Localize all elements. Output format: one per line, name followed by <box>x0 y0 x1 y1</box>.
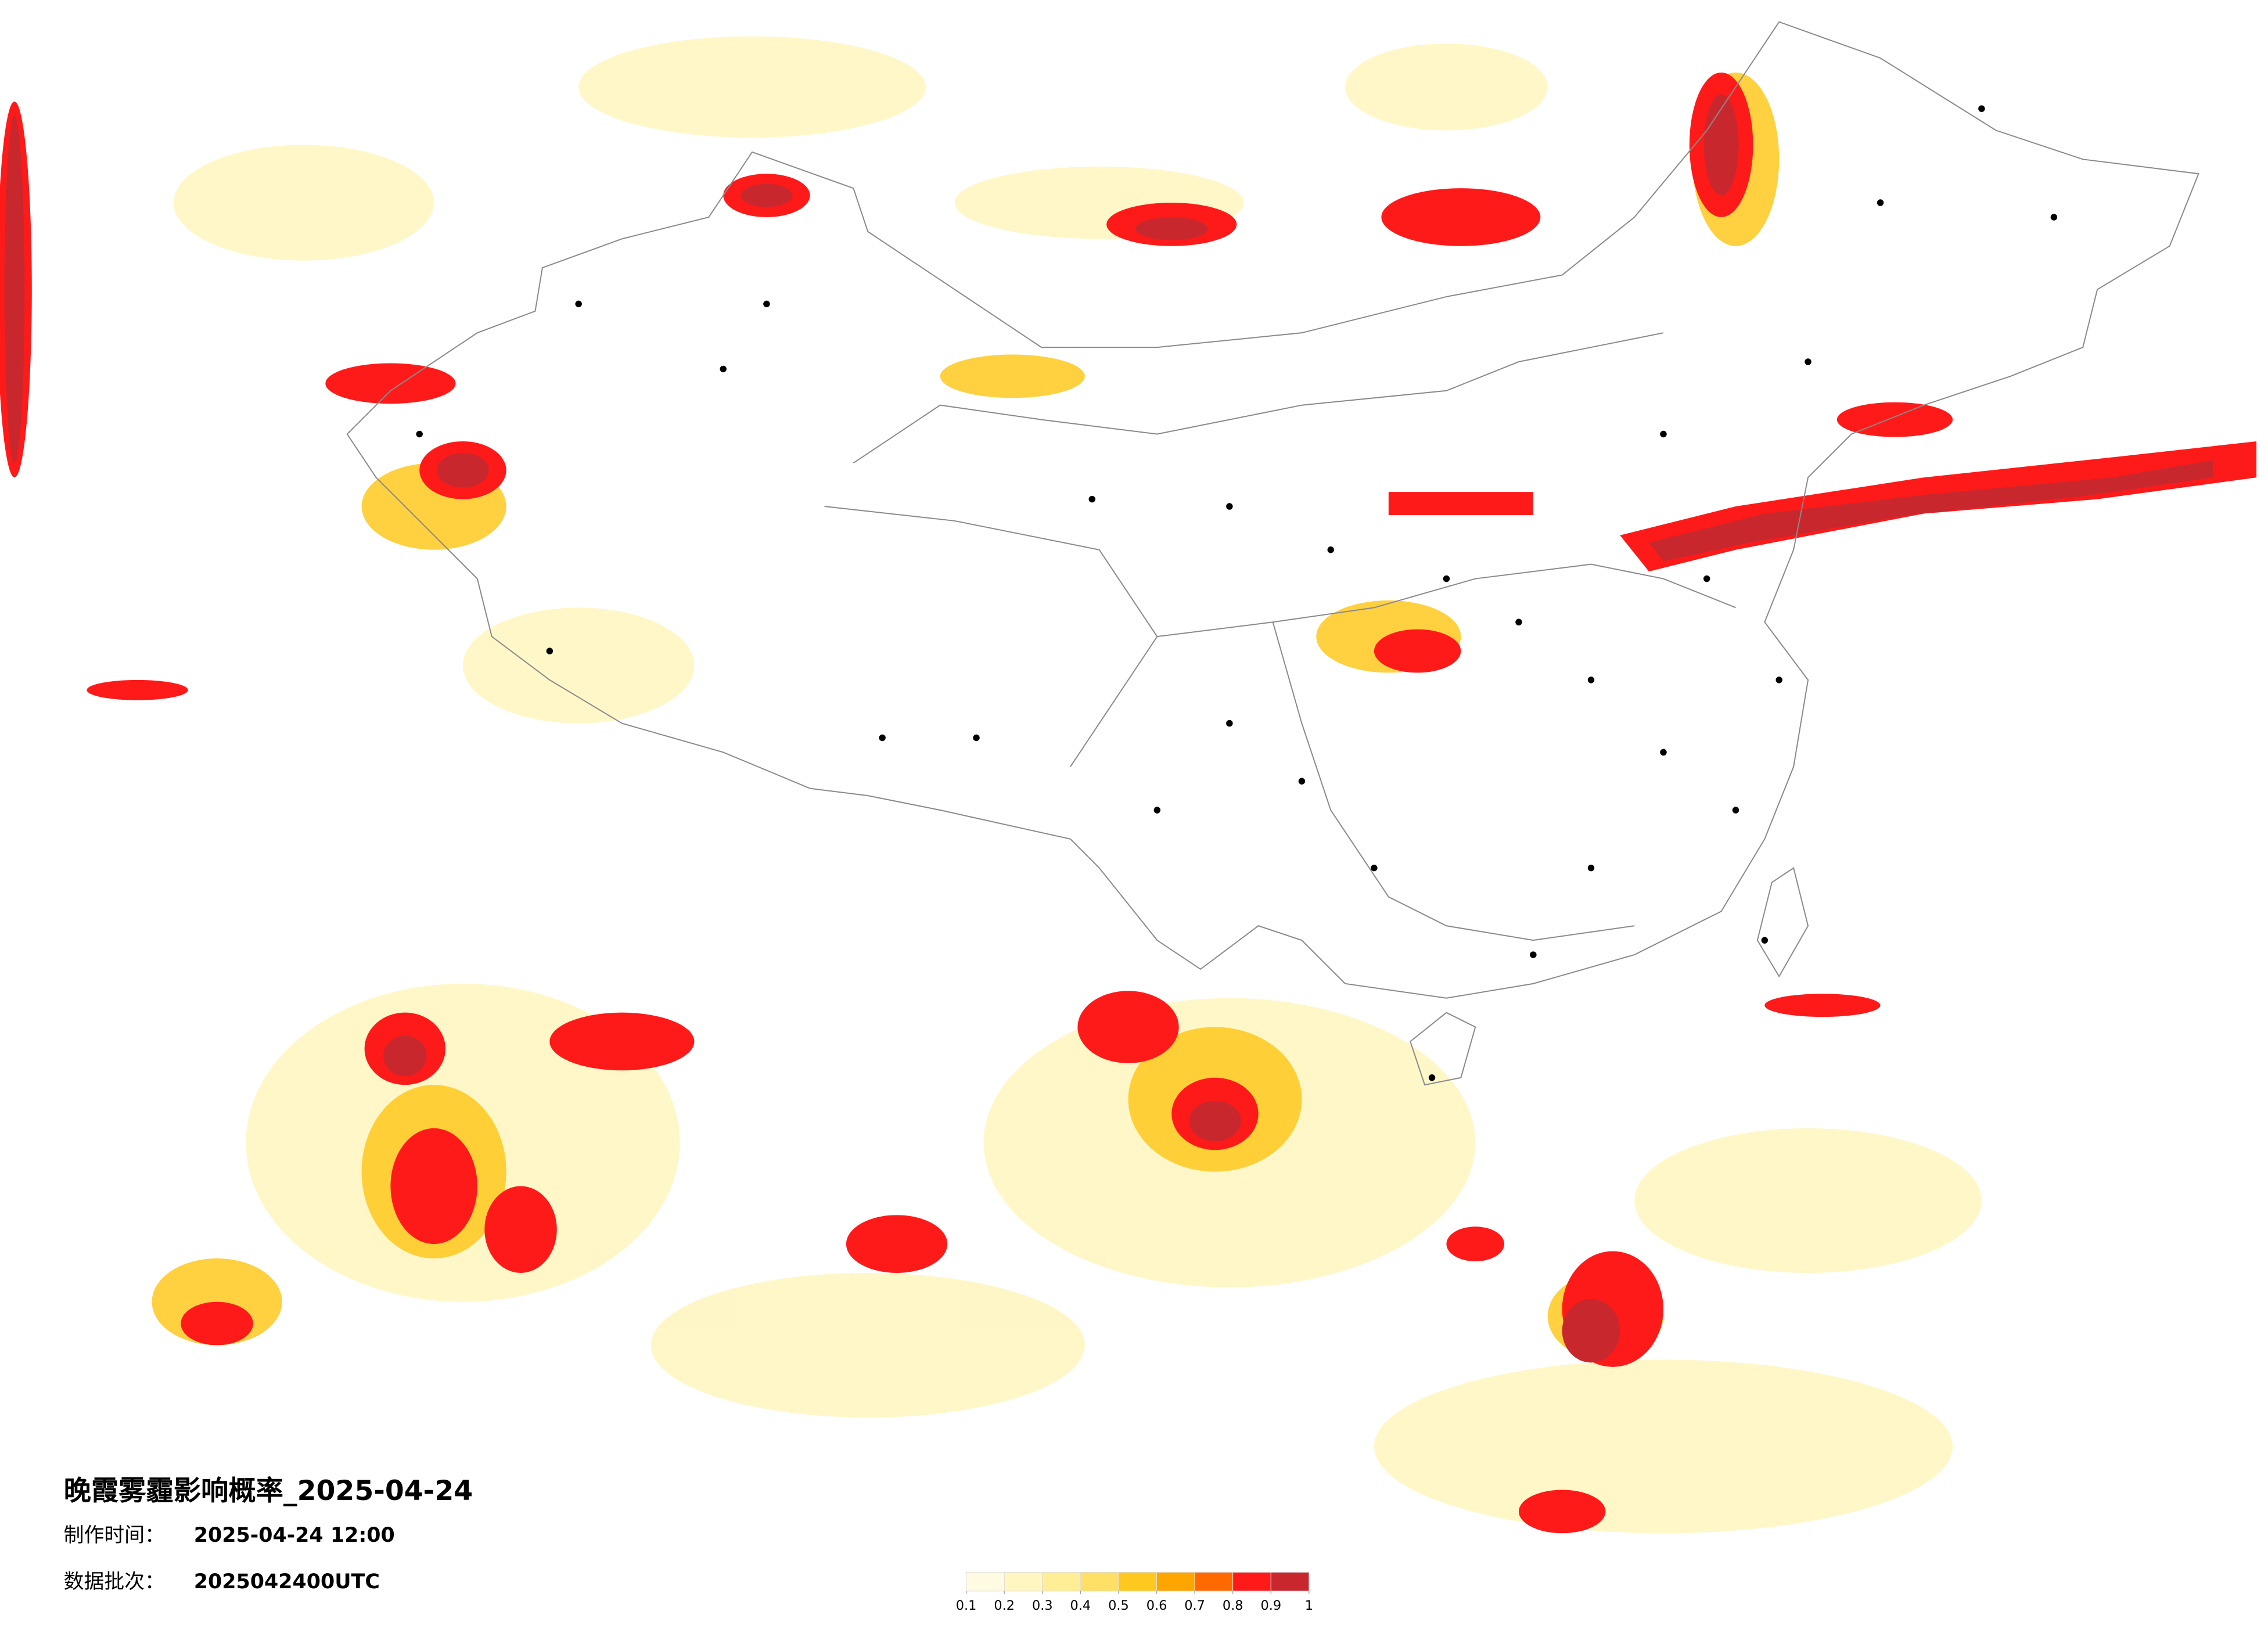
tick-label: 0.5 <box>1108 1598 1129 1613</box>
tick-label: 1 <box>1305 1598 1313 1613</box>
legend-swatch <box>1042 1571 1081 1592</box>
haze-field <box>0 36 2257 1534</box>
tick-label: 0.4 <box>1070 1598 1091 1613</box>
tick-label: 0.8 <box>1223 1598 1243 1613</box>
tick-label: 0.3 <box>1032 1598 1053 1613</box>
info-label: 数据批次： <box>64 1570 165 1593</box>
tick-label: 0.7 <box>1184 1598 1205 1613</box>
map-title: 晚霞雾霾影响概率_2025-04-24 <box>64 1475 473 1507</box>
tick-label: 0.9 <box>1260 1598 1281 1613</box>
legend-swatch <box>1156 1571 1195 1592</box>
legend-swatch <box>1080 1571 1119 1592</box>
tick-label: 0.1 <box>956 1598 977 1613</box>
info-value: 2025-04-24 12:00 <box>194 1524 395 1547</box>
legend-swatch <box>1270 1571 1310 1592</box>
legend-swatch <box>966 1571 1005 1592</box>
colorbar: 0.1 0.2 0.3 0.4 0.5 0.6 0.7 0.8 0.9 1 <box>956 1571 1313 1613</box>
borders <box>346 21 2199 1086</box>
tick-label: 0.6 <box>1146 1598 1167 1613</box>
legend-swatch <box>1118 1571 1158 1592</box>
legend-swatch <box>1194 1571 1234 1592</box>
info-label: 制作时间： <box>64 1524 165 1547</box>
info-value: 2025042400UTC <box>194 1570 380 1593</box>
legend-swatch <box>1004 1571 1043 1592</box>
legend-swatch <box>1232 1571 1271 1592</box>
tick-label: 0.2 <box>994 1598 1015 1613</box>
city-dots <box>416 105 2058 1081</box>
